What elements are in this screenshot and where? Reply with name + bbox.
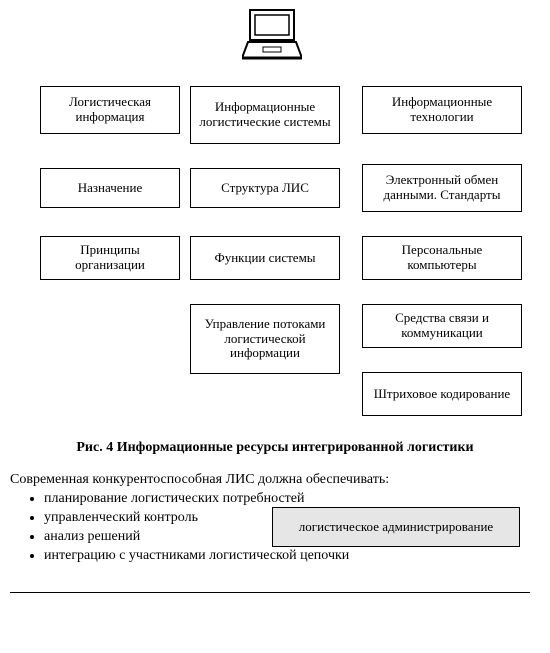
diagram-box-label: Штриховое кодирование [374, 387, 510, 402]
requirements-lead: Современная конкурентоспособная ЛИС долж… [10, 472, 530, 488]
diagram-box-r3c3: Персональные компьютеры [362, 236, 522, 280]
diagram-box-r2c3: Электронный обмен данными. Стандарты [362, 164, 522, 212]
diagram-box-label: Функции системы [214, 251, 315, 266]
requirements-item: интеграцию с участниками логистической ц… [44, 547, 530, 566]
diagram-box-label: Управление потоками логистической информ… [195, 317, 335, 362]
diagram-box-label: Логистическая информация [45, 95, 175, 125]
diagram-box-r1c3: Информационные технологии [362, 86, 522, 134]
diagram-box-label: Информационные логистические системы [195, 100, 335, 130]
figure-caption: Рис. 4 Информационные ресурсы интегриров… [0, 440, 550, 456]
diagram-box-r1c1: Логистическая информация [40, 86, 180, 134]
diagram-box-r4c3: Средства связи и коммуникации [362, 304, 522, 348]
diagram-box-r5c3: Штриховое кодирование [362, 372, 522, 416]
diagram-box-r1c2: Информационные логистические системы [190, 86, 340, 144]
inset-admin-label: логистическое администрирование [299, 520, 493, 535]
diagram-box-label: Принципы организации [45, 243, 175, 273]
bottom-rule [10, 592, 530, 593]
diagram-box-r3c2: Функции системы [190, 236, 340, 280]
computer-icon [242, 8, 302, 62]
diagram-box-label: Назначение [78, 181, 143, 196]
figure-caption-text: Рис. 4 Информационные ресурсы интегриров… [76, 440, 473, 455]
diagram-box-label: Информационные технологии [367, 95, 517, 125]
diagram-box-r2c1: Назначение [40, 168, 180, 208]
diagram-box-label: Средства связи и коммуникации [367, 311, 517, 341]
diagram-box-r3c1: Принципы организации [40, 236, 180, 280]
inset-admin-box: логистическое администрирование [272, 507, 520, 547]
page: Логистическая информация Информационные л… [0, 0, 550, 653]
diagram-box-label: Структура ЛИС [221, 181, 309, 196]
diagram-box-r2c2: Структура ЛИС [190, 168, 340, 208]
diagram-box-label: Электронный обмен данными. Стандарты [367, 173, 517, 203]
diagram-box-r4c2: Управление потоками логистической информ… [190, 304, 340, 374]
diagram-box-label: Персональные компьютеры [367, 243, 517, 273]
